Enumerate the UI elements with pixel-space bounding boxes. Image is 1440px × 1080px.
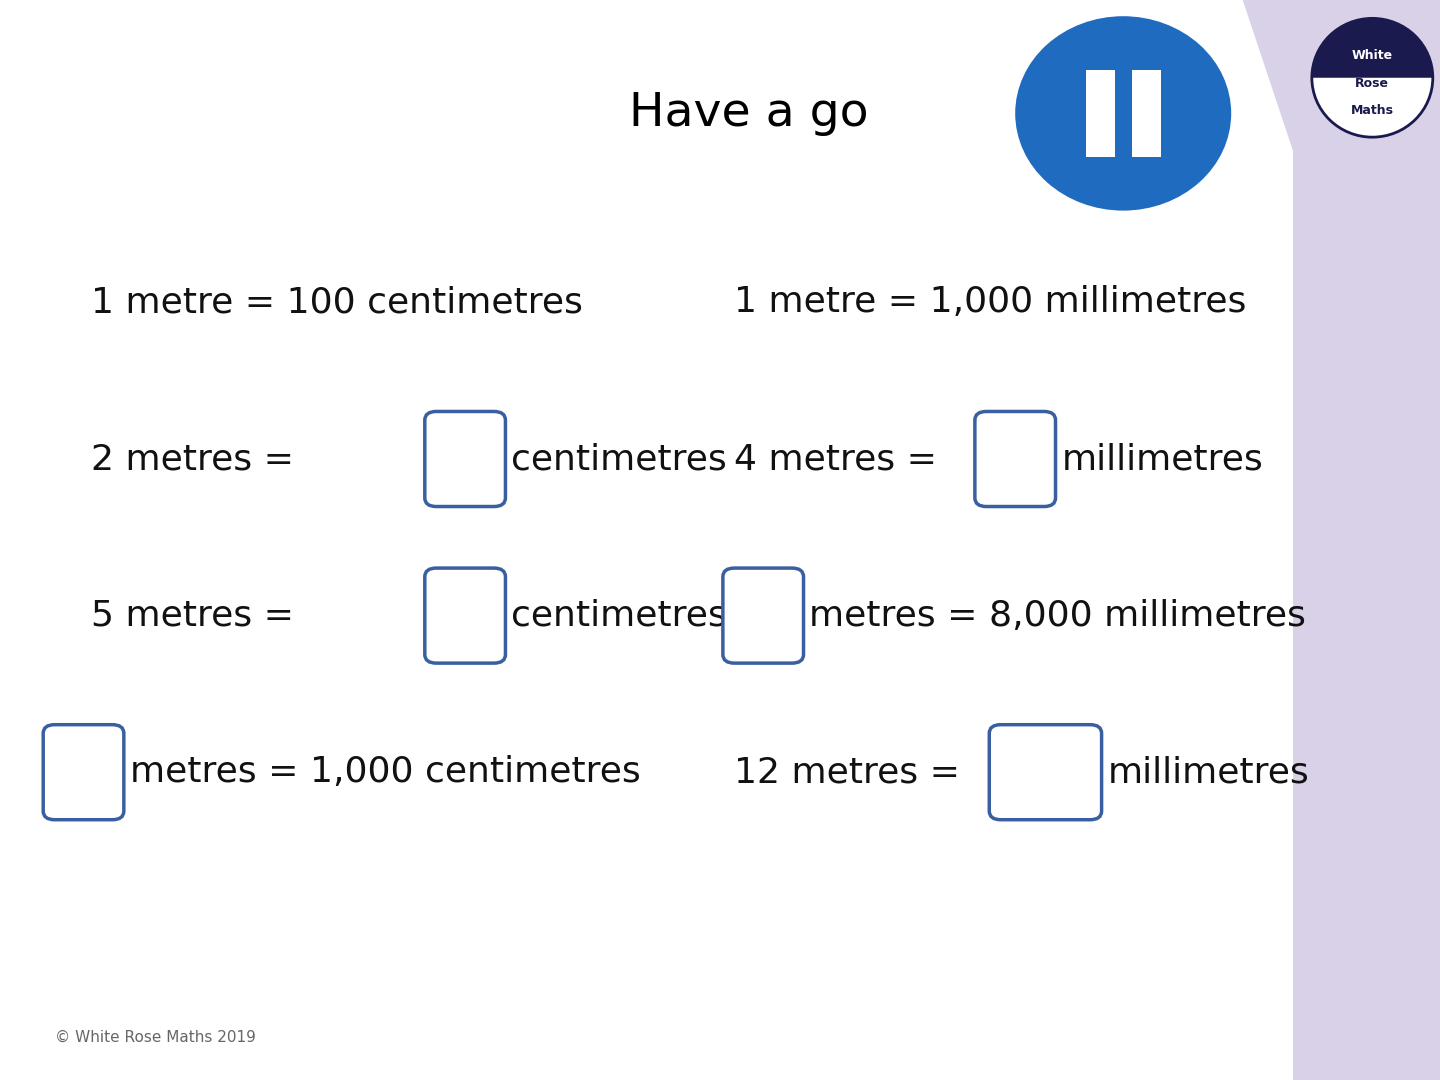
Text: Have a go: Have a go: [629, 91, 868, 136]
Ellipse shape: [1015, 16, 1231, 211]
Text: millimetres: millimetres: [1061, 442, 1263, 476]
Text: Rose: Rose: [1355, 77, 1390, 91]
FancyBboxPatch shape: [723, 568, 804, 663]
Text: metres = 8,000 millimetres: metres = 8,000 millimetres: [809, 598, 1306, 633]
FancyBboxPatch shape: [1132, 70, 1161, 157]
Text: White: White: [1352, 49, 1392, 62]
Text: 2 metres =: 2 metres =: [91, 442, 294, 476]
Text: centimetres: centimetres: [511, 442, 727, 476]
Text: metres = 1,000 centimetres: metres = 1,000 centimetres: [130, 755, 641, 789]
Text: millimetres: millimetres: [1107, 755, 1309, 789]
Bar: [1293, 0, 1440, 1080]
Ellipse shape: [1312, 18, 1433, 137]
FancyBboxPatch shape: [1086, 70, 1115, 157]
Text: 1 metre = 1,000 millimetres: 1 metre = 1,000 millimetres: [734, 285, 1247, 320]
Text: Maths: Maths: [1351, 104, 1394, 117]
Polygon shape: [1243, 0, 1293, 151]
Text: centimetres: centimetres: [511, 598, 727, 633]
Text: 5 metres =: 5 metres =: [91, 598, 294, 633]
FancyBboxPatch shape: [43, 725, 124, 820]
Text: 12 metres =: 12 metres =: [734, 755, 960, 789]
FancyBboxPatch shape: [425, 411, 505, 507]
FancyBboxPatch shape: [989, 725, 1102, 820]
Text: 1 metre = 100 centimetres: 1 metre = 100 centimetres: [91, 285, 583, 320]
Polygon shape: [1312, 18, 1433, 78]
FancyBboxPatch shape: [975, 411, 1056, 507]
FancyBboxPatch shape: [425, 568, 505, 663]
Text: © White Rose Maths 2019: © White Rose Maths 2019: [55, 1029, 255, 1044]
Text: 4 metres =: 4 metres =: [734, 442, 937, 476]
